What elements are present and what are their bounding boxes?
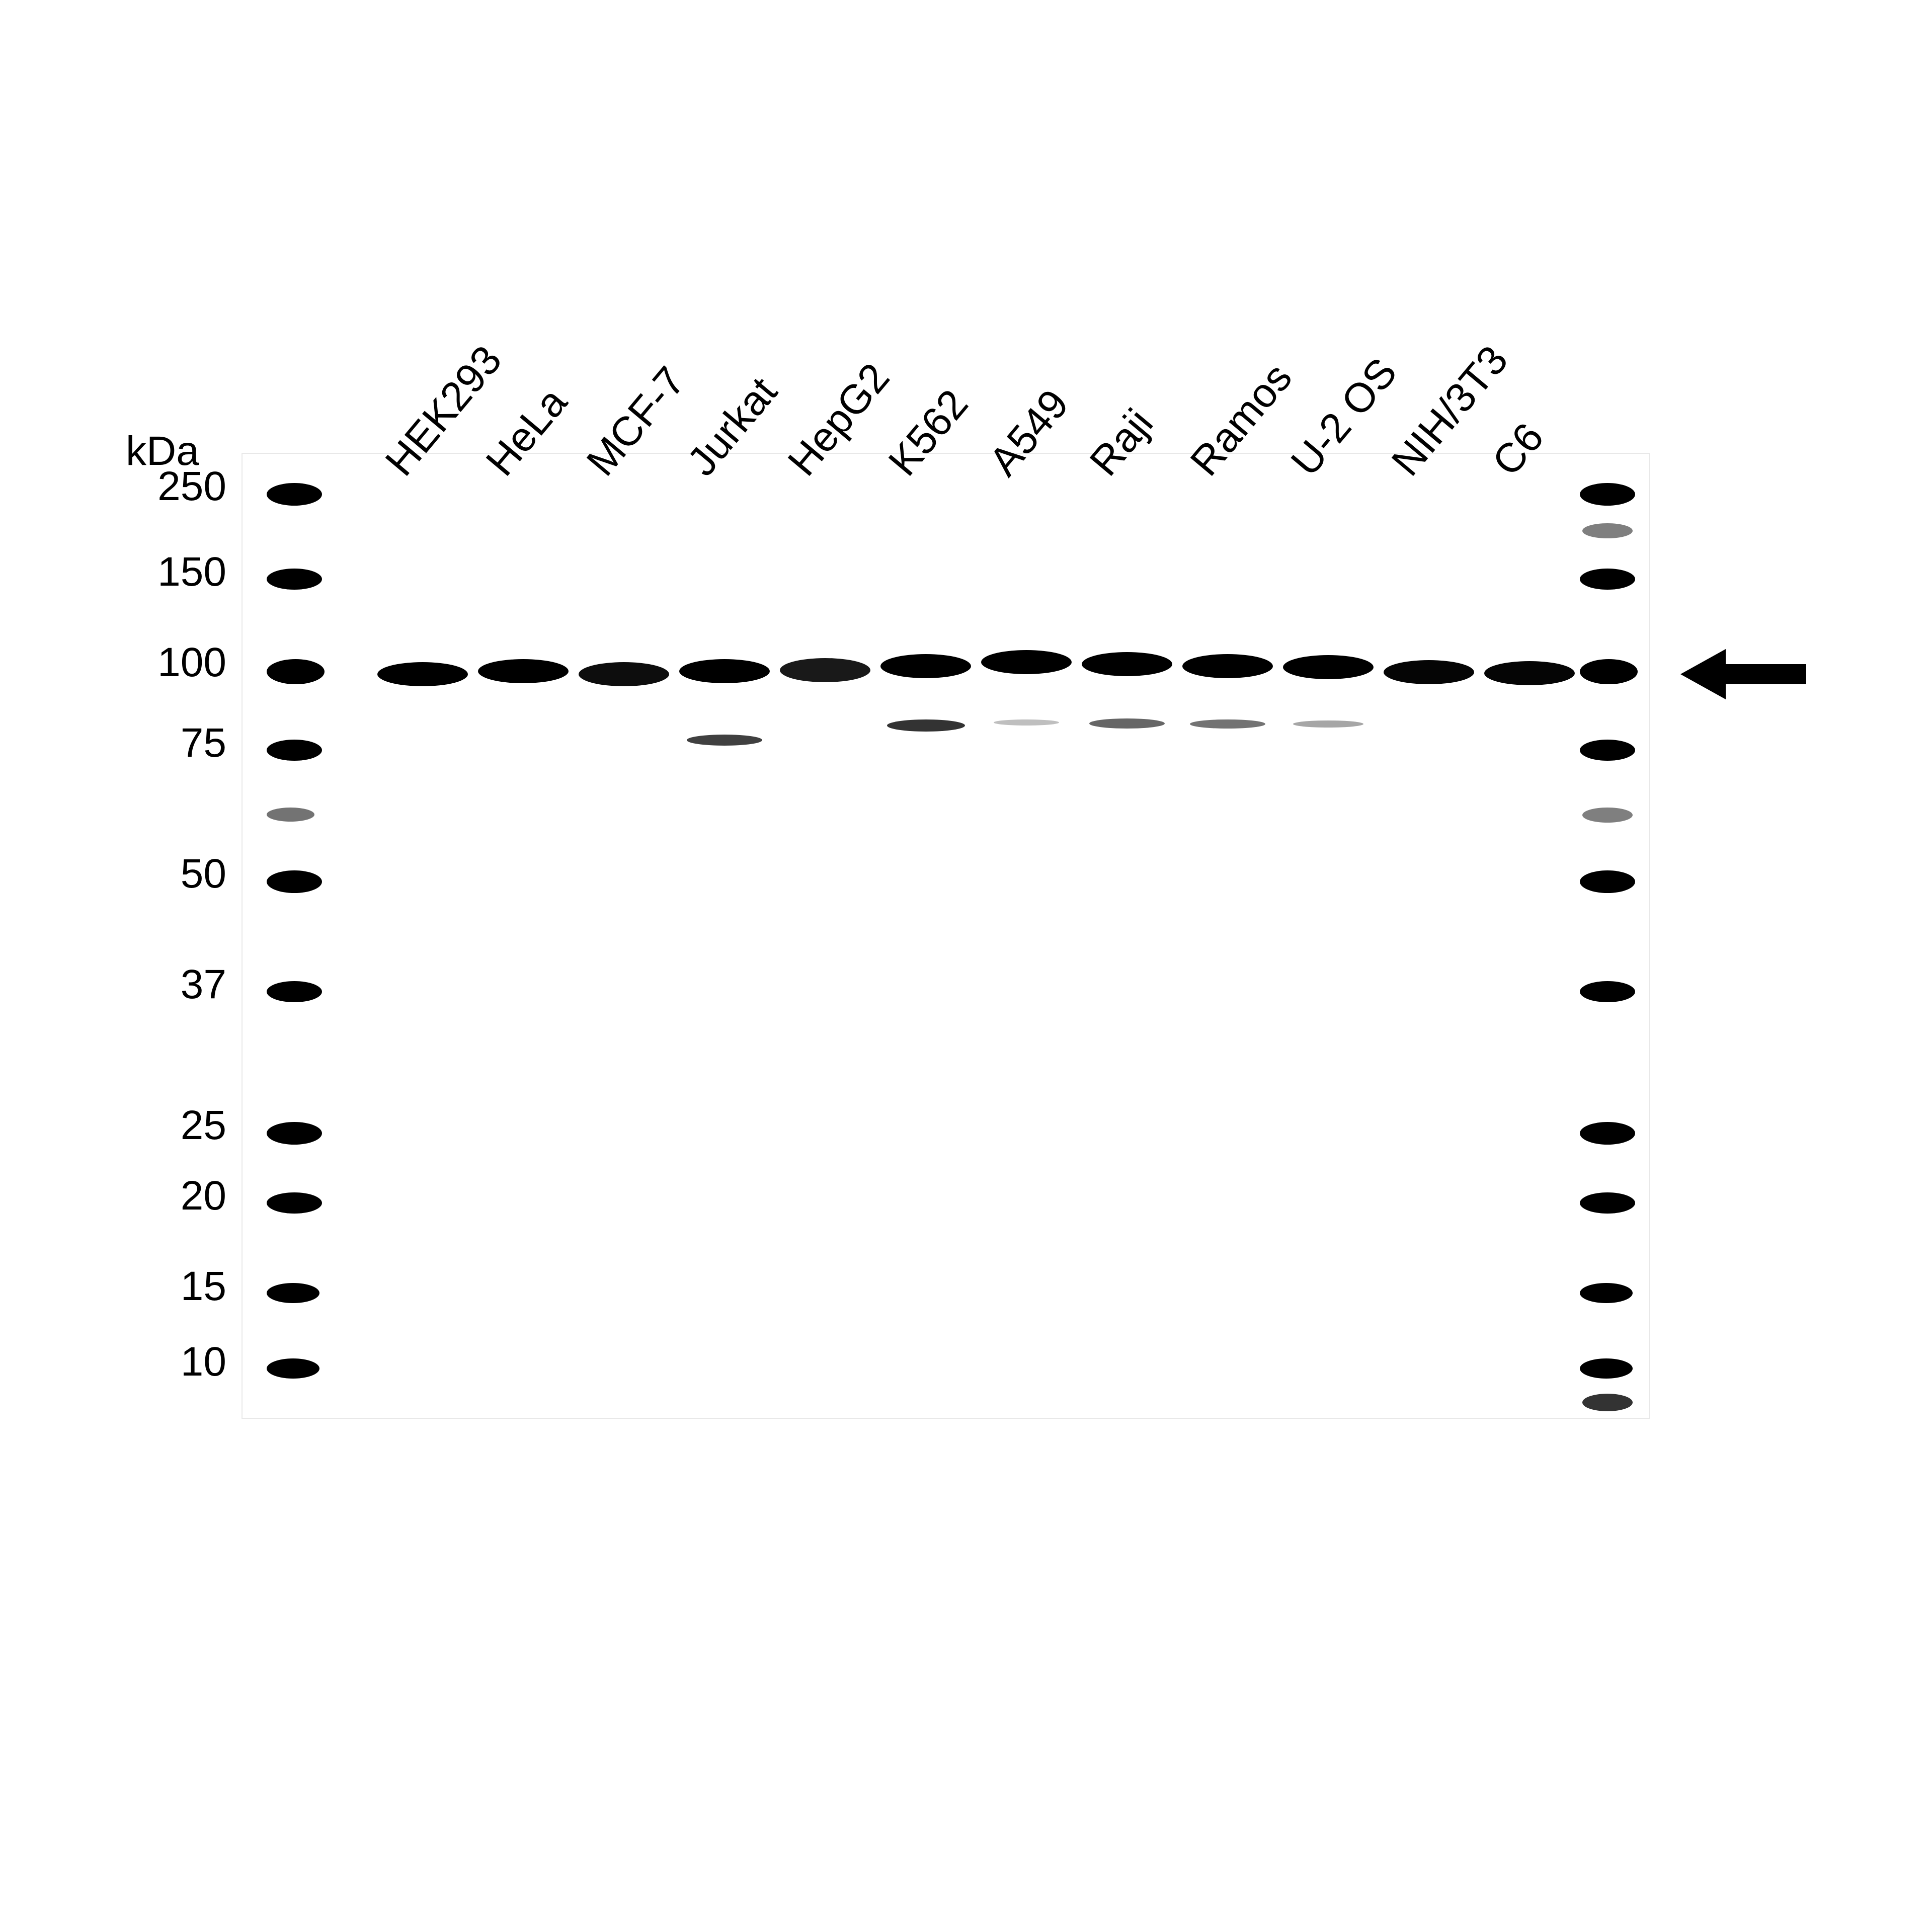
ladder-band-extra	[1582, 808, 1633, 823]
ladder-band-extra	[267, 808, 314, 822]
arrow-head-icon	[1680, 649, 1726, 699]
arrow-shaft	[1726, 664, 1806, 684]
ladder-band-right	[1580, 569, 1635, 590]
kda-marker-label: 10	[126, 1338, 226, 1386]
ladder-band-left	[267, 1358, 319, 1379]
sample-main-band	[981, 650, 1072, 674]
sample-secondary-band	[994, 719, 1059, 726]
ladder-band-right	[1580, 1283, 1633, 1303]
sample-main-band	[1283, 655, 1374, 679]
sample-main-band	[1384, 660, 1474, 684]
sample-secondary-band	[1293, 720, 1363, 728]
sample-main-band	[679, 659, 770, 683]
ladder-band-right	[1580, 483, 1635, 506]
ladder-band-left	[267, 1122, 322, 1145]
sample-secondary-band	[1089, 718, 1165, 729]
ladder-band-extra	[1582, 523, 1633, 538]
kda-marker-label: 25	[126, 1102, 226, 1149]
sample-secondary-band	[687, 735, 762, 746]
blot-membrane	[242, 453, 1650, 1419]
ladder-band-left	[267, 483, 322, 506]
sample-main-band	[579, 662, 669, 686]
ladder-band-right	[1580, 981, 1635, 1002]
ladder-band-right	[1580, 1358, 1633, 1379]
ladder-band-left	[267, 1192, 322, 1214]
ladder-band-left	[267, 659, 325, 684]
sample-main-band	[1484, 661, 1575, 685]
kda-marker-label: 50	[126, 850, 226, 898]
ladder-band-right	[1580, 870, 1635, 893]
ladder-band-right	[1580, 659, 1638, 684]
kda-marker-label: 100	[126, 639, 226, 686]
sample-main-band	[780, 658, 870, 682]
ladder-band-left	[267, 870, 322, 893]
ladder-band-right	[1580, 740, 1635, 761]
sample-main-band	[880, 654, 971, 678]
ladder-band-right	[1580, 1122, 1635, 1145]
ladder-band-left	[267, 1283, 319, 1303]
target-band-arrow	[1680, 649, 1806, 699]
sample-secondary-band	[887, 719, 965, 732]
sample-secondary-band	[1190, 719, 1265, 729]
sample-main-band	[1082, 652, 1172, 676]
kda-marker-label: 75	[126, 719, 226, 767]
kda-marker-label: 37	[126, 961, 226, 1008]
ladder-band-right	[1580, 1192, 1635, 1214]
sample-main-band	[478, 659, 569, 683]
sample-main-band	[377, 662, 468, 686]
kda-marker-label: 20	[126, 1172, 226, 1220]
ladder-band-left	[267, 569, 322, 590]
kda-marker-label: 15	[126, 1263, 226, 1310]
kda-marker-label: 150	[126, 548, 226, 596]
ladder-band-extra	[1582, 1394, 1633, 1411]
sample-main-band	[1182, 654, 1273, 678]
blot-container: kDa 25015010075503725201510HEK293HeLaMCF…	[101, 252, 1831, 1560]
ladder-band-left	[267, 981, 322, 1002]
ladder-band-left	[267, 740, 322, 761]
kda-marker-label: 250	[126, 463, 226, 510]
